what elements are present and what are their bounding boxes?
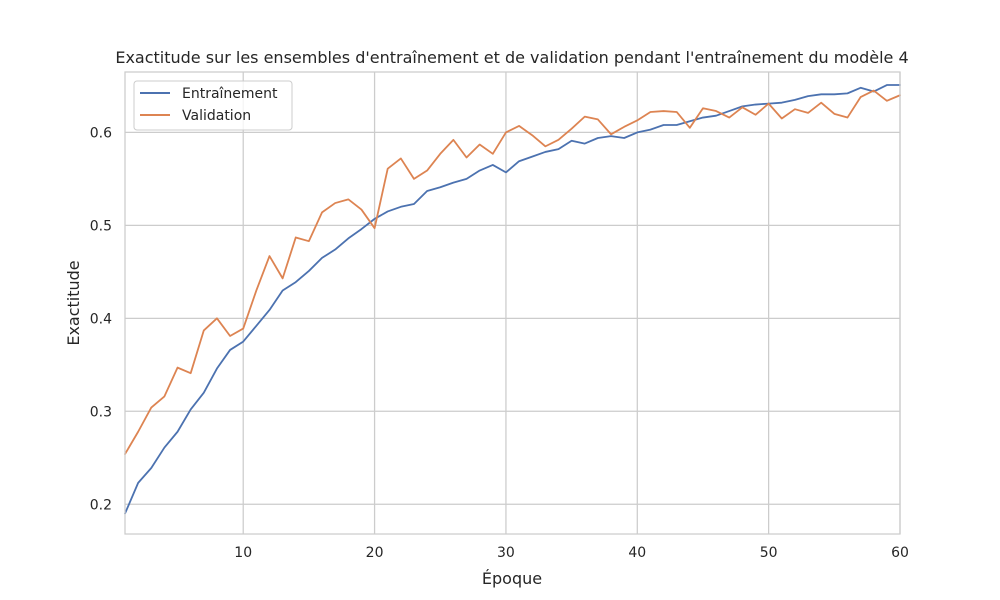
y-tick-label: 0.3	[90, 404, 112, 420]
series-lines	[124, 84, 901, 515]
x-tick-label: 20	[366, 545, 384, 561]
y-tick-label: 0.4	[90, 311, 112, 327]
plot-frame	[124, 71, 901, 535]
y-axis-label: Exactitude	[64, 260, 83, 345]
y-tick-label: 0.5	[90, 218, 112, 234]
x-axis-label: Époque	[482, 569, 542, 588]
y-tick-labels: 0.2 0.3 0.4 0.5 0.6	[90, 125, 112, 513]
x-tick-label: 50	[760, 545, 778, 561]
x-tick-label: 60	[891, 545, 909, 561]
x-tick-label: 30	[497, 545, 515, 561]
x-tick-label: 10	[234, 545, 252, 561]
plot-area	[125, 72, 900, 534]
series-line-entrainement	[124, 84, 901, 515]
legend-label-validation: Validation	[182, 108, 251, 124]
legend: Entraînement Validation	[133, 80, 293, 131]
legend-label-entrainement: Entraînement	[182, 86, 278, 102]
y-tick-label: 0.6	[90, 125, 112, 141]
x-tick-labels: 10 20 30 40 50 60	[234, 545, 909, 561]
legend-box	[133, 80, 293, 131]
chart-title: Exactitude sur les ensembles d'entraînem…	[115, 48, 908, 67]
x-tick-label: 40	[628, 545, 646, 561]
y-tick-label: 0.2	[90, 497, 112, 513]
series-line-validation	[124, 89, 901, 455]
